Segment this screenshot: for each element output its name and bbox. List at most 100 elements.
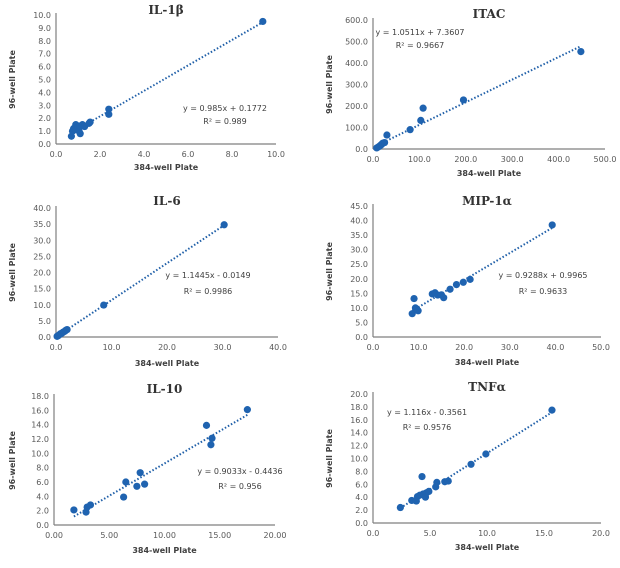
y-tick-label: 25.0	[33, 252, 51, 261]
x-tick-label: 6.0	[182, 150, 195, 159]
data-point	[548, 406, 556, 414]
y-tick-label: 0.0	[36, 521, 49, 530]
data-point	[86, 501, 95, 509]
x-tick-label: 5.0	[424, 529, 437, 538]
y-tick-label: 8.0	[38, 37, 51, 46]
x-tick-label: 30.0	[501, 343, 519, 352]
x-tick-label: 40.0	[269, 343, 287, 352]
chart-tnfa: TNFα 0.0 2.0 4.0 6.0 8.0 10.0 12.0 14.0 16.0 18.0 2…	[310, 380, 620, 568]
data-point	[381, 138, 389, 147]
x-tick-label: 40.0	[546, 343, 564, 352]
y-tick-label: 2.0	[36, 507, 49, 516]
data-point	[459, 96, 468, 104]
data-point	[63, 325, 71, 334]
x-tick-label: 15.0	[535, 529, 553, 538]
r-squared-label: R² = 0.989	[203, 117, 246, 126]
y-tick-label: 1.0	[38, 127, 51, 136]
y-tick-label: 2.0	[38, 114, 51, 123]
y-tick-label: 18.0	[350, 403, 368, 412]
chart-tnfa-svg: TNFα 0.0 2.0 4.0 6.0 8.0 10.0 12.0 14.0 16.0 18.0 2…	[325, 380, 610, 552]
x-tick-label: 10.0	[103, 343, 121, 352]
y-axis-label: 96-well Plate	[8, 50, 17, 109]
data-point	[467, 460, 475, 468]
chart-itac: ITAC 0.0 100.0 200.0 300.0 400.0 500.0 600.0 0.0…	[310, 0, 620, 190]
y-tick-label: 0.0	[355, 145, 368, 154]
y-tick-label: 3.0	[38, 101, 51, 110]
trendline-equation: y = 0.9033x - 0.4436	[197, 467, 282, 476]
data-point	[202, 421, 211, 429]
y-tick-label: 5.0	[38, 317, 51, 326]
y-tick-label: 9.0	[38, 24, 51, 33]
x-axis-label: 384-well Plate	[135, 359, 200, 368]
r-squared-label: R² = 0.9667	[396, 41, 445, 50]
x-axis-label: 384-well Plate	[132, 546, 197, 555]
y-tick-label: 5.0	[355, 318, 368, 327]
y-tick-label: 4.0	[38, 88, 51, 97]
data-point	[105, 110, 113, 118]
y-axis-label: 96-well Plate	[325, 429, 334, 488]
x-tick-label: 20.0	[158, 343, 176, 352]
y-tick-label: 10.0	[33, 301, 51, 310]
data-point	[105, 105, 113, 113]
x-axis-label: 384-well Plate	[455, 358, 520, 367]
data-point	[100, 301, 108, 309]
data-point	[414, 307, 422, 315]
chart-il6-svg: IL-6 0.0 5.0 10.0 15.0 20.0 25.0 30.0 35.0 40.0 0.…	[8, 194, 287, 368]
data-point	[120, 493, 128, 501]
data-point	[243, 406, 251, 414]
data-point	[133, 482, 141, 490]
data-point	[452, 281, 461, 289]
y-tick-label: 30.0	[350, 246, 368, 255]
x-axis-label: 384-well Plate	[455, 543, 520, 552]
y-tick-label: 14.0	[31, 421, 49, 430]
y-tick-label: 40.0	[33, 204, 51, 213]
data-point	[548, 221, 556, 229]
data-point	[207, 441, 215, 449]
data-point	[440, 294, 448, 302]
chart-il1b-svg: IL-1β 0.0 1.0 2.0 3.0 4.0 5.0 6.0 7.0 8.0 9.0 10.0 0…	[8, 3, 285, 172]
data-point	[425, 487, 433, 495]
y-tick-label: 20.0	[33, 269, 51, 278]
trendline	[411, 226, 553, 312]
trendline	[376, 45, 580, 147]
y-tick-label: 16.0	[31, 406, 49, 415]
x-axis-label: 384-well Plate	[134, 163, 199, 172]
y-tick-label: 0.0	[38, 140, 51, 149]
x-tick-label: 400.0	[547, 155, 570, 164]
y-axis-label: 96-well Plate	[325, 242, 334, 301]
x-tick-label: 20.0	[592, 529, 610, 538]
x-tick-label: 0.0	[367, 155, 380, 164]
r-squared-label: R² = 0.9633	[519, 287, 568, 296]
data-point	[406, 126, 414, 134]
chart-il10-svg: IL-10 0.0 2.0 4.0 6.0 8.0 10.0 12.0 14.0 16.0 18.0…	[8, 382, 286, 555]
data-point	[396, 503, 404, 512]
x-tick-label: 0.0	[50, 343, 63, 352]
data-point	[136, 469, 144, 477]
chart-il10: IL-10 0.0 2.0 4.0 6.0 8.0 10.0 12.0 14.0 16.0 18.0…	[0, 380, 310, 568]
x-axis-label: 384-well Plate	[457, 169, 522, 178]
y-tick-label: 7.0	[38, 50, 51, 59]
r-squared-label: R² = 0.9576	[403, 423, 452, 432]
y-tick-label: 0.0	[355, 333, 368, 342]
y-tick-label: 4.0	[355, 493, 368, 502]
y-tick-label: 6.0	[355, 480, 368, 489]
data-point	[419, 104, 427, 112]
x-tick-label: 10.0	[410, 343, 428, 352]
x-tick-label: 0.0	[367, 343, 380, 352]
y-axis-label: 96-well Plate	[8, 243, 17, 302]
data-point	[466, 275, 474, 283]
y-tick-label: 2.0	[355, 506, 368, 515]
data-point	[410, 294, 418, 303]
y-tick-label: 8.0	[36, 464, 49, 473]
y-tick-label: 600.0	[345, 16, 368, 25]
data-point	[444, 477, 452, 485]
data-point	[76, 130, 84, 138]
x-tick-label: 500.0	[594, 155, 617, 164]
y-tick-label: 5.0	[38, 76, 51, 85]
y-tick-label: 6.0	[38, 63, 51, 72]
data-point	[482, 450, 490, 458]
y-tick-label: 25.0	[350, 260, 368, 269]
y-tick-label: 0.0	[38, 333, 51, 342]
y-tick-label: 200.0	[345, 102, 368, 111]
data-point	[433, 478, 441, 486]
